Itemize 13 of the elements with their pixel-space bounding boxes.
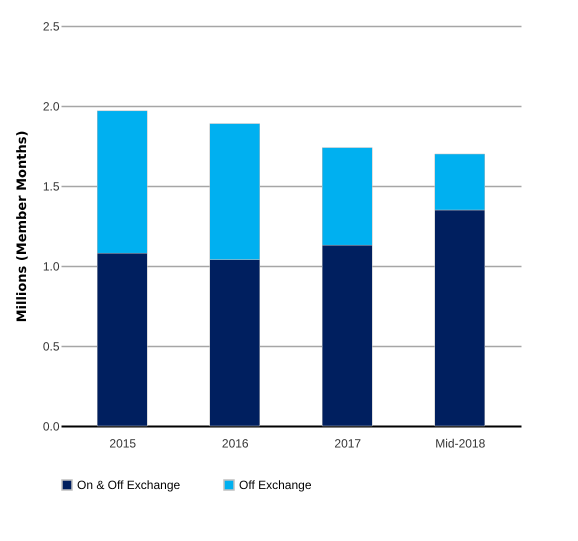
legend-label: Off Exchange bbox=[239, 478, 312, 492]
x-tick-label: 2017 bbox=[334, 436, 362, 450]
y-tick-label: 0.0 bbox=[42, 420, 60, 434]
legend-label: On & Off Exchange bbox=[77, 478, 180, 492]
y-axis-title: Millions (Member Months) bbox=[14, 130, 30, 322]
y-tick-label: 0.5 bbox=[42, 340, 60, 354]
y-tick-label: 2.5 bbox=[42, 20, 60, 34]
y-tick-label: 2.0 bbox=[42, 100, 60, 114]
x-tick-label: 2016 bbox=[222, 436, 249, 450]
x-tick-label: 2015 bbox=[109, 436, 136, 450]
y-tick-label: 1.0 bbox=[42, 260, 60, 274]
y-tick-label: 1.5 bbox=[42, 180, 60, 194]
x-tick-label: Mid-2018 bbox=[435, 436, 486, 450]
